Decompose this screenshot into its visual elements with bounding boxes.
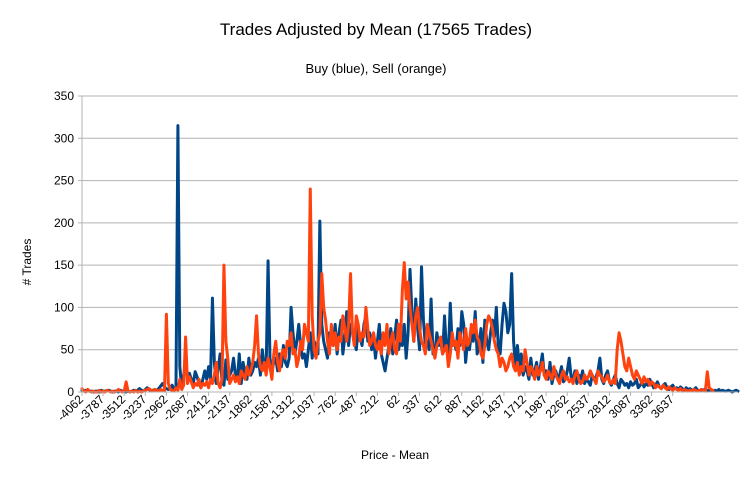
y-tick-label: 50 [61,343,75,357]
y-tick-label: 100 [54,300,74,314]
y-tick-label: 250 [54,174,74,188]
x-axis-label: Price - Mean [361,448,429,462]
chart-subtitle: Buy (blue), Sell (orange) [306,61,447,76]
y-tick-label: 0 [67,385,74,399]
y-axis-label: # Trades [20,239,34,286]
y-tick-label: 200 [54,216,74,230]
series-lines [80,124,740,394]
y-tick-label: 300 [54,131,74,145]
y-tick-label: 350 [54,89,74,103]
axes [81,96,738,393]
chart-title: Trades Adjusted by Mean (17565 Trades) [220,20,532,39]
y-tick-label: 150 [54,258,74,272]
series-line-sell [80,187,715,394]
y-axis-ticks: 0 50 100 150 200 250 300 350 [54,89,82,399]
